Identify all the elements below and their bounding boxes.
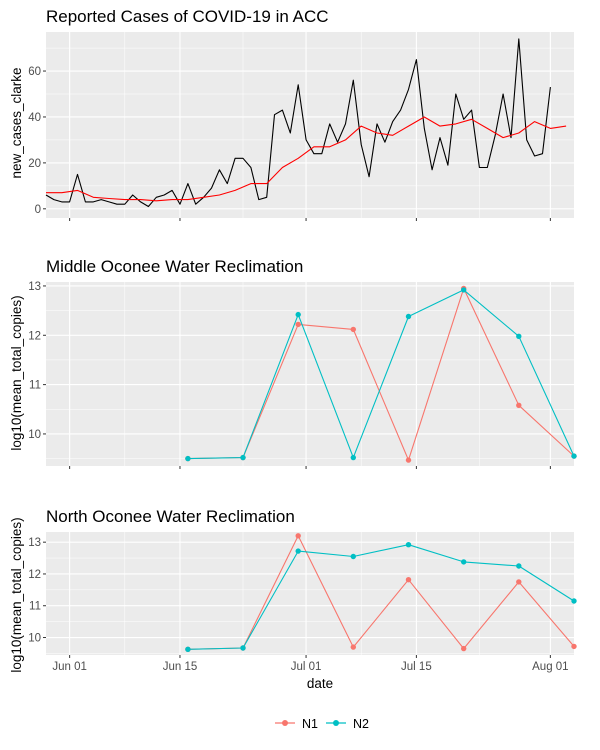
series-line-avg [46, 116, 567, 202]
y-tick-label: 13 [28, 537, 41, 549]
y-tick-label: 11 [29, 601, 41, 613]
data-point-n1 [350, 326, 356, 333]
y-tick-label: 40 [28, 112, 41, 124]
y-tick-label: 11 [29, 380, 41, 392]
series-line-n2 [187, 289, 575, 460]
data-point-n1 [405, 457, 412, 463]
legend-label: N2 [353, 717, 369, 731]
panel-cases: Reported Cases of COVID-19 in ACC new_ca… [9, 7, 574, 221]
data-point-n2 [240, 454, 246, 461]
data-point-n2 [350, 553, 356, 560]
data-point-n1 [571, 643, 577, 650]
data-point-n2 [571, 598, 577, 604]
data-point-n1 [516, 579, 522, 585]
panel-title: Middle Oconee Water Reclimation [46, 257, 303, 276]
y-tick-label: 12 [28, 330, 41, 342]
legend: N1 N2 [275, 717, 369, 731]
data-point-n2 [516, 563, 522, 569]
plot-area: 10 11 12 13 [28, 281, 577, 469]
data-point-n1 [295, 533, 301, 539]
data-point-n2 [461, 559, 467, 565]
data-point-n2 [461, 287, 467, 293]
series-line-n1 [187, 535, 575, 650]
data-point-n2 [516, 333, 522, 339]
panel-background [46, 532, 574, 655]
data-point-n2 [295, 548, 301, 554]
x-tick-label: Jul 15 [401, 661, 432, 673]
data-point-n2 [571, 453, 577, 459]
data-point-n2 [240, 645, 246, 651]
x-tick-label: Jun 01 [52, 661, 87, 673]
x-axis-label: date [307, 676, 333, 691]
series-line-n2 [187, 544, 575, 650]
data-point-n1 [516, 402, 522, 408]
data-point-n1 [295, 321, 301, 328]
y-tick-label: 10 [28, 633, 41, 645]
y-tick-label: 60 [28, 66, 41, 78]
plot-area: 0 20 40 60 [28, 32, 574, 221]
legend-key-n2-point [333, 720, 339, 726]
legend-label: N1 [302, 717, 318, 731]
data-point-n2 [350, 454, 356, 461]
data-point-n2 [405, 542, 412, 548]
data-point-n1 [461, 645, 467, 652]
y-tick-label: 13 [28, 281, 41, 293]
panel-north-oconee: North Oconee Water Reclimation log10(mea… [9, 507, 577, 673]
legend-item-n1: N1 [275, 717, 318, 731]
panel-middle-oconee: Middle Oconee Water Reclimation log10(me… [9, 257, 577, 469]
x-tick-label: Aug 01 [532, 661, 568, 673]
x-tick-label: Jun 15 [163, 661, 198, 673]
y-axis-label: log10(mean_total_copies) [9, 295, 24, 450]
panel-title: Reported Cases of COVID-19 in ACC [46, 7, 329, 26]
x-tick-label: Jul 01 [291, 661, 322, 673]
data-point-n2 [405, 313, 412, 320]
y-tick-label: 20 [28, 158, 41, 170]
y-axis-label: new_cases_clarke [9, 67, 24, 178]
legend-item-n2: N2 [326, 717, 369, 731]
plot-area: 10 11 12 13 [28, 532, 577, 658]
data-point-n2 [295, 311, 301, 318]
data-point-n1 [405, 577, 412, 583]
y-tick-label: 12 [28, 569, 41, 581]
y-axis-label: log10(mean_total_copies) [9, 517, 24, 672]
series-line-n1 [187, 287, 575, 461]
data-point-n2 [185, 646, 191, 652]
series-line-cases [45, 38, 551, 208]
panel-title: North Oconee Water Reclimation [46, 507, 295, 526]
x-axis: Jun 01 Jun 15 Jul 01 Jul 15 Aug 01 [52, 661, 568, 673]
data-point-n1 [350, 644, 356, 650]
panel-background [46, 32, 574, 218]
data-point-n2 [185, 455, 191, 462]
panel-background [46, 282, 574, 466]
legend-key-n1-point [282, 720, 288, 726]
y-tick-label: 0 [35, 204, 41, 216]
y-tick-label: 10 [28, 429, 41, 441]
